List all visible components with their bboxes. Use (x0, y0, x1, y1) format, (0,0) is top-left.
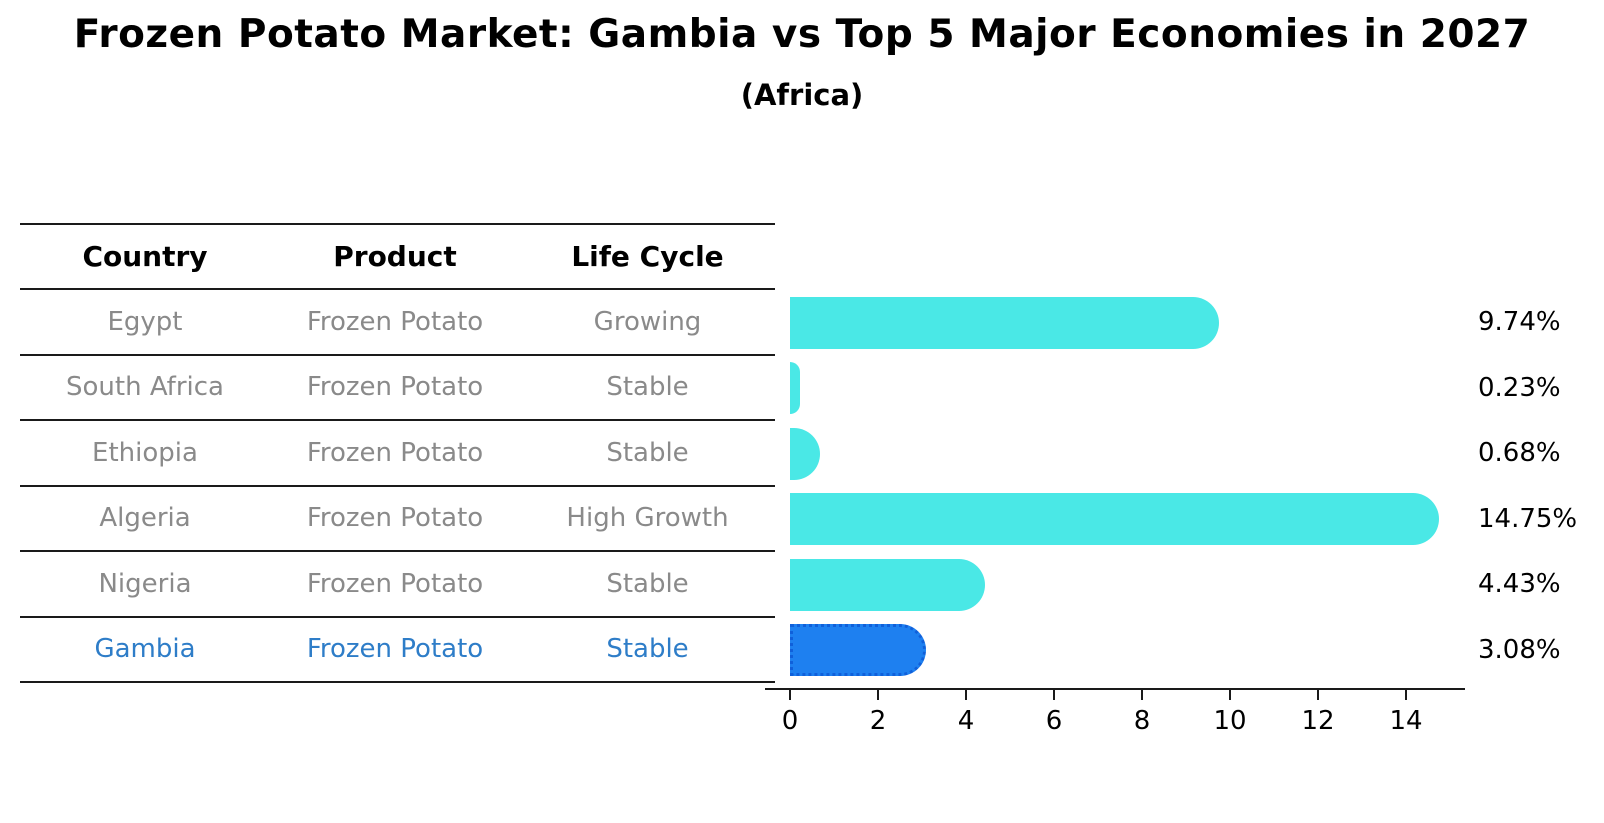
cell-life-cycle: Growing (593, 306, 702, 337)
value-label-algeria: 14.75% (1478, 503, 1578, 534)
value-label-gambia: 3.08% (1478, 634, 1561, 665)
value-label-ethiopia: 0.68% (1478, 438, 1561, 468)
cell-product: Frozen Potato (306, 503, 484, 534)
x-axis-line (765, 688, 1465, 690)
table-row-algeria: Algeria Frozen Potato High Growth (20, 487, 775, 552)
table-row-gambia: Gambia Frozen Potato Stable (20, 618, 775, 683)
table-row-ethiopia: Ethiopia Frozen Potato Stable (20, 421, 775, 487)
x-axis-tick (1405, 690, 1407, 700)
x-axis-tick (1141, 690, 1143, 700)
bar-row (790, 552, 1490, 618)
value-label-nigeria: 4.43% (1478, 569, 1561, 599)
x-axis-tick (877, 690, 879, 700)
cell-country: Algeria (99, 503, 191, 534)
cell-life-cycle: Stable (606, 437, 689, 468)
column-header-product: Product (333, 240, 457, 273)
bar-ethiopia (790, 427, 820, 480)
comparison-table: Country Product Life Cycle Egypt Frozen … (20, 223, 775, 683)
value-labels: 9.74% 0.23% 0.68% 14.75% 4.43% 3.08% (1478, 290, 1604, 683)
bar-row (790, 618, 1490, 684)
bar-row (790, 290, 1490, 356)
value-label-egypt: 9.74% (1478, 307, 1561, 337)
x-axis-tick-label: 4 (957, 706, 975, 736)
x-axis-tick-label: 10 (1213, 706, 1247, 736)
column-header-life-cycle: Life Cycle (571, 240, 724, 273)
x-axis-tick-label: 14 (1389, 706, 1423, 736)
cell-product: Frozen Potato (306, 437, 484, 468)
cell-country: Gambia (94, 634, 196, 665)
cell-country: South Africa (66, 372, 224, 403)
cell-product: Frozen Potato (306, 306, 484, 337)
x-axis-tick (1229, 690, 1231, 700)
x-axis-tick (965, 690, 967, 700)
chart-subtitle: (Africa) (740, 78, 864, 112)
x-axis-tick (1053, 690, 1055, 700)
table-row-south-africa: South Africa Frozen Potato Stable (20, 356, 775, 421)
bar-row (790, 356, 1490, 422)
value-label-south-africa: 0.23% (1478, 372, 1561, 403)
x-axis-tick-label: 0 (781, 706, 799, 736)
x-axis-tick-label: 2 (869, 706, 887, 736)
x-axis-tick (789, 690, 791, 700)
cell-life-cycle: Stable (606, 568, 689, 599)
bar-row (790, 487, 1490, 553)
cell-life-cycle: Stable (606, 634, 689, 665)
column-header-country: Country (82, 240, 208, 273)
table-header-row: Country Product Life Cycle (20, 223, 775, 290)
cell-country: Nigeria (98, 568, 192, 599)
chart-title: Frozen Potato Market: Gambia vs Top 5 Ma… (73, 12, 1531, 57)
cell-product: Frozen Potato (306, 372, 484, 403)
cell-country: Ethiopia (92, 437, 198, 468)
x-axis-tick-label: 6 (1045, 706, 1063, 736)
cell-product: Frozen Potato (306, 634, 484, 665)
cell-product: Frozen Potato (306, 568, 484, 599)
cell-country: Egypt (107, 306, 183, 337)
table-row-nigeria: Nigeria Frozen Potato Stable (20, 552, 775, 618)
cell-life-cycle: Stable (606, 372, 689, 403)
cell-life-cycle: High Growth (566, 503, 729, 534)
bar-chart (790, 290, 1490, 683)
x-axis-tick-label: 12 (1301, 706, 1335, 736)
x-axis-tick (1317, 690, 1319, 700)
bar-row (790, 421, 1490, 487)
table-row-egypt: Egypt Frozen Potato Growing (20, 290, 775, 356)
bar-nigeria (790, 558, 985, 611)
bar-south-africa (790, 362, 801, 415)
bar-gambia-highlighted (790, 624, 926, 677)
bar-egypt (790, 296, 1219, 349)
x-axis-tick-label: 8 (1133, 706, 1151, 736)
bar-algeria (790, 493, 1439, 546)
